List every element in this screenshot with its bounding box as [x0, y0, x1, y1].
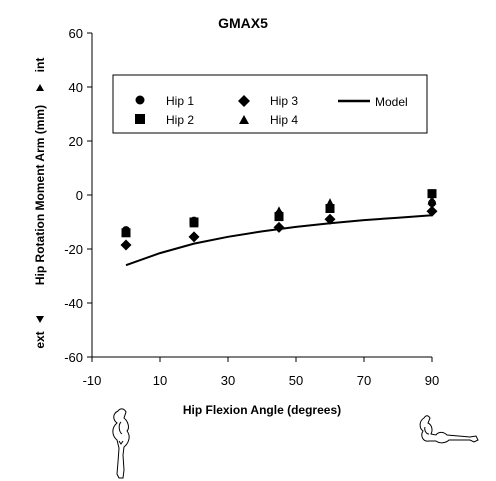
int-arrow-icon: [36, 84, 44, 91]
x-axis-label: Hip Flexion Angle (degrees): [183, 403, 341, 417]
legend-hip3-marker: [238, 95, 250, 107]
legend-hip4-marker: [239, 115, 249, 124]
plot-axes: [91, 33, 432, 358]
data-point-hip3: [188, 231, 200, 243]
legend-hip1-label: Hip 1: [166, 94, 194, 108]
y-tick-label: -40: [64, 296, 83, 311]
x-tick-label: -10: [83, 373, 102, 388]
legend-hip2-label: Hip 2: [166, 113, 194, 127]
data-point-hip2: [325, 204, 335, 213]
plot-area: [120, 189, 438, 267]
y-tick-label: 60: [69, 26, 83, 41]
y-axis-int-label: int: [33, 58, 47, 73]
data-point-hip3: [120, 239, 132, 251]
x-tick-label: 30: [221, 373, 235, 388]
x-tick-label: 10: [153, 373, 167, 388]
hip-flexed-sketch: [419, 415, 479, 444]
legend-model-label: Model: [375, 95, 408, 109]
ext-arrow-icon: [36, 316, 44, 323]
y-tick-label: 40: [69, 80, 83, 95]
x-tick-label: 50: [289, 373, 303, 388]
x-tick-label: 70: [357, 373, 371, 388]
y-axis-label: Hip Rotation Moment Arm (mm): [33, 105, 47, 285]
legend-hip3-label: Hip 3: [270, 94, 298, 108]
model-curve: [125, 214, 433, 267]
x-tick-label: 90: [425, 373, 439, 388]
legend-hip1-marker: [135, 95, 145, 105]
y-tick-label: 0: [76, 188, 83, 203]
data-point-hip4: [274, 206, 284, 216]
data-point-hip2: [274, 212, 284, 222]
data-point-hip3: [273, 221, 285, 233]
y-tick-label: -20: [64, 242, 83, 257]
y-axis-ext-label: ext: [33, 331, 47, 348]
data-point-hip4: [325, 198, 335, 208]
legend-box: [112, 74, 428, 134]
data-point-hip3: [426, 205, 438, 217]
data-point-hip4: [427, 195, 437, 205]
hip-extended-sketch: [112, 408, 130, 479]
legend-hip4-label: Hip 4: [270, 113, 298, 127]
data-point-hip4: [189, 218, 199, 228]
legend: Hip 1 Hip 2 Hip 3 Hip 4 Model: [112, 74, 428, 134]
data-point-hip2: [427, 189, 437, 199]
y-tick-label: 20: [69, 134, 83, 149]
chart-title: GMAX5: [218, 15, 268, 31]
data-point-hip4: [121, 227, 131, 237]
y-axis-label-group: Hip Rotation Moment Arm (mm): [33, 105, 47, 285]
y-tick-label: -60: [64, 350, 83, 365]
legend-hip2-marker: [135, 114, 145, 124]
y-ticks: -60 -40 -20 0 20 40 60: [64, 26, 92, 365]
x-ticks: -10 10 30 50 70 90: [83, 357, 439, 388]
y-axis-ext-group: ext: [33, 331, 47, 348]
y-axis-int-group: int: [33, 58, 47, 73]
